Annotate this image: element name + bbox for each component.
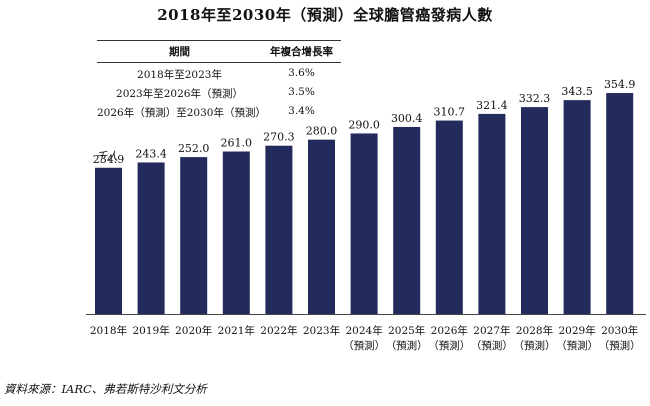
x-tick-label: 2025年 [388,324,425,337]
cagr-row: 2018年至2023年 3.6% [97,63,341,82]
bar [95,167,122,314]
x-tick-sublabel: （預測） [556,339,598,352]
bar [435,120,463,314]
cagr-rate: 3.4% [288,105,315,117]
data-label: 234.9 [93,153,125,166]
x-tick-sublabel: （預測） [343,339,385,352]
x-tick-label: 2022年 [260,324,297,337]
data-label: 290.0 [348,118,380,131]
x-tick-label: 2030年 [601,324,638,337]
cagr-period: 2018年至2023年 [137,69,222,81]
cagr-table-header: 期間 年複合增長率 [97,40,341,63]
data-label: 252.0 [178,142,210,155]
cagr-header-period: 期間 [169,46,190,58]
cagr-period: 2023年至2026年（預測） [116,88,243,100]
x-tick-label: 2021年 [218,324,255,337]
data-label: 280.0 [306,125,338,138]
cagr-table: 期間 年複合增長率 2018年至2023年 3.6% 2023年至2026年（預… [97,40,341,120]
data-label: 270.3 [263,131,295,144]
source-note: 資料來源：IARC、弗若斯特沙利文分析 [4,382,207,396]
bar [478,113,506,314]
data-label: 343.5 [561,85,593,98]
x-tick-sublabel: （預測） [514,339,556,352]
y-axis-unit-label: 千人 [96,150,118,163]
bar [393,126,421,314]
bar [222,151,250,314]
x-tick-sublabel: （預測） [599,339,641,352]
x-tick-label: 2029年 [558,324,595,337]
cagr-rate: 3.6% [288,67,315,79]
cagr-period: 2026年（預測）至2030年（預測） [97,107,266,119]
bar [606,93,634,314]
x-tick-label: 2028年 [516,324,553,337]
x-tick-label: 2023年 [303,324,340,337]
cagr-header-rate: 年複合增長率 [270,46,333,58]
cagr-row: 2023年至2026年（預測） 3.5% [97,82,341,101]
x-tick-label: 2024年 [345,324,382,337]
bar [563,100,591,314]
x-tick-label: 2027年 [473,324,510,337]
bar [180,157,208,314]
bar [265,145,293,314]
data-label: 300.4 [391,112,423,125]
data-label: 243.4 [135,147,167,160]
x-tick-sublabel: （預測） [428,339,470,352]
bar [521,107,548,315]
x-tick-label: 2018年 [90,324,127,337]
data-label: 310.7 [434,106,466,119]
bar [308,139,335,314]
bar [137,162,165,314]
cagr-rate: 3.5% [288,86,315,98]
data-label: 321.4 [476,99,508,112]
x-tick-sublabel: （預測） [386,339,428,352]
data-label: 354.9 [604,78,636,91]
bar [350,133,378,314]
cagr-row: 2026年（預測）至2030年（預測） 3.4% [97,101,341,120]
x-tick-sublabel: （預測） [471,339,513,352]
x-tick-label: 2019年 [132,324,169,337]
data-label: 332.3 [519,92,551,105]
chart-title: 2018年至2030年（預測）全球膽管癌發病人數 [157,6,493,24]
x-tick-label: 2020年 [175,324,212,337]
x-tick-label: 2026年 [431,324,468,337]
data-label: 261.0 [221,137,253,150]
